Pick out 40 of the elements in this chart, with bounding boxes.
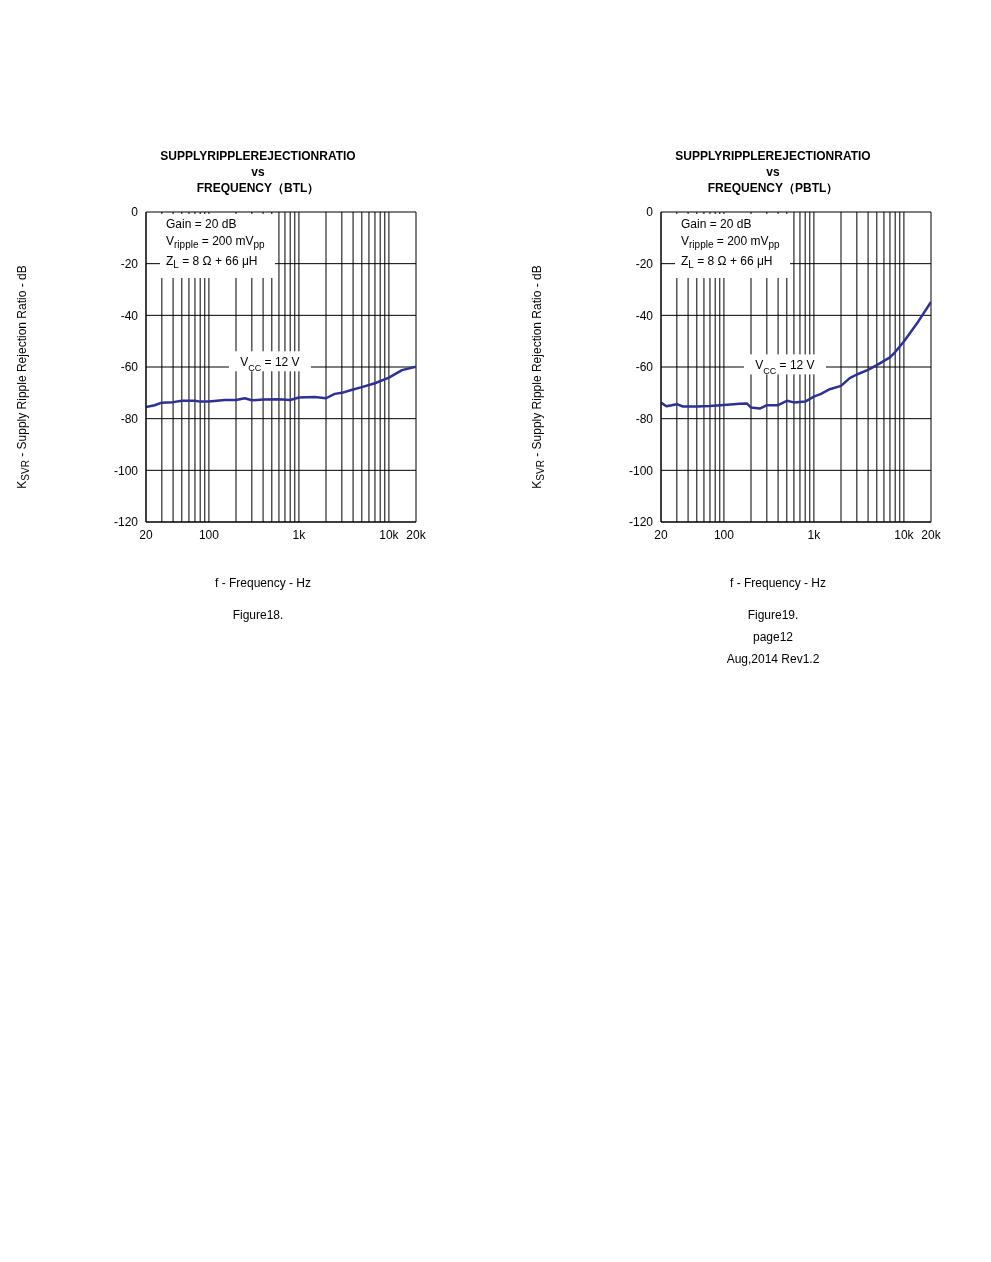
caption: Figure19. [747,608,799,622]
y-tick-label: -60 [120,360,139,375]
y-tick-label: -100 [628,463,654,478]
x-axis-title: f - Frequency - Hz [729,576,827,590]
x-axis-title: f - Frequency - Hz [214,576,312,590]
y-tick-label: -20 [635,256,654,271]
x-tick-label: 10k [894,527,915,542]
x-tick-label: 100 [198,527,220,542]
text: page12 [752,630,794,644]
annotation: Z$_{L}$ = 8 Ω + 66 μH [681,254,773,271]
caption: Figure18. [232,608,284,622]
text: Aug,2014 Rev1.2 [726,652,820,666]
annotation: V$_{ripple}$ = 200 mV$_{pp}$ [166,234,265,251]
x-tick-label: 100 [713,527,735,542]
y-tick-label: -40 [120,308,139,323]
annotation: V$_{ripple}$ = 200 mV$_{pp}$ [681,234,780,251]
y-tick-label: -120 [628,515,654,530]
text: V$_{CC}$ = 12 V [240,355,300,374]
x-tick-label: 20k [921,527,942,542]
x-tick-label: 10k [379,527,400,542]
y-tick-label: -40 [635,308,654,323]
y-tick-label: -100 [113,463,139,478]
x-tick-label: 1k [292,527,307,542]
annotation: Gain = 20 dB [681,217,752,231]
y-tick-label: -60 [635,360,654,375]
y-tick-label: -20 [120,256,139,271]
x-tick-label: 20k [406,527,427,542]
x-tick-label: 20 [139,527,153,542]
chart-title: SUPPLYRIPPLEREJECTIONRATIO vs FREQUENCY（PBTL） [675,149,871,195]
chart-title: SUPPLYRIPPLEREJECTIONRATIO vs FREQUENCY（BTL） [160,149,356,195]
x-tick-label: 1k [807,527,822,542]
annotation: Gain = 20 dB [166,217,237,231]
y-tick-label: 0 [131,205,139,220]
y-tick-label: -120 [113,515,139,530]
series-label: V$_{CC}$ = 12 V [755,358,815,377]
x-tick-label: 20 [654,527,668,542]
annotation: Z$_{L}$ = 8 Ω + 66 μH [166,254,258,271]
y-tick-label: 0 [646,205,654,220]
y-tick-label: -80 [120,411,139,426]
y-tick-label: -80 [635,411,654,426]
